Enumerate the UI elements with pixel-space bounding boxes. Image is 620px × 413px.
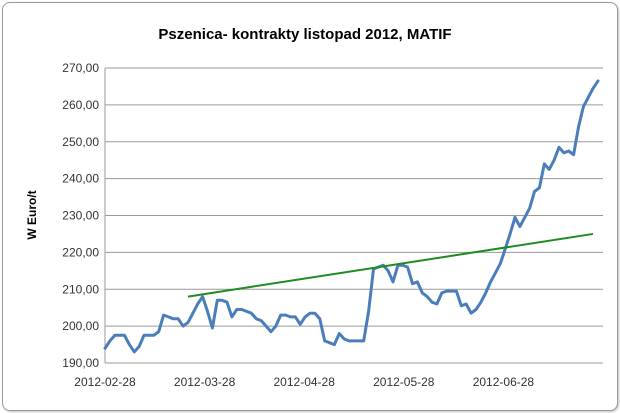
y-tick-label: 200,00 xyxy=(62,319,99,333)
x-tick-labels: 2012-02-28 2012-03-28 2012-04-28 2012-05-28… xyxy=(74,375,534,389)
y-tick-label: 190,00 xyxy=(62,356,99,370)
y-tick-label: 240,00 xyxy=(62,172,99,186)
y-tick-label: 260,00 xyxy=(62,98,99,112)
y-tick-label: 270,00 xyxy=(62,61,99,75)
y-tick-label: 220,00 xyxy=(62,245,99,259)
y-tick-label: 250,00 xyxy=(62,135,99,149)
price-series-line xyxy=(103,79,600,354)
x-tick-label: 2012-05-28 xyxy=(373,375,435,389)
trend-line xyxy=(187,232,594,298)
chart-title: Pszenica- kontrakty listopad 2012, MATIF xyxy=(158,26,451,43)
series-layer xyxy=(103,79,600,354)
x-tick-label: 2012-04-28 xyxy=(274,375,336,389)
y-tick-labels: 190,00 200,00 210,00 220,00 230,00 240,00 250,… xyxy=(62,61,99,370)
y-axis-label: W Euro/t xyxy=(25,190,39,239)
x-tick-label: 2012-02-28 xyxy=(74,375,136,389)
x-tick-label: 2012-06-28 xyxy=(473,375,535,389)
y-tick-label: 210,00 xyxy=(62,282,99,296)
gridlines xyxy=(104,67,603,364)
x-tick-label: 2012-03-28 xyxy=(174,375,236,389)
y-tick-label: 230,00 xyxy=(62,209,99,223)
